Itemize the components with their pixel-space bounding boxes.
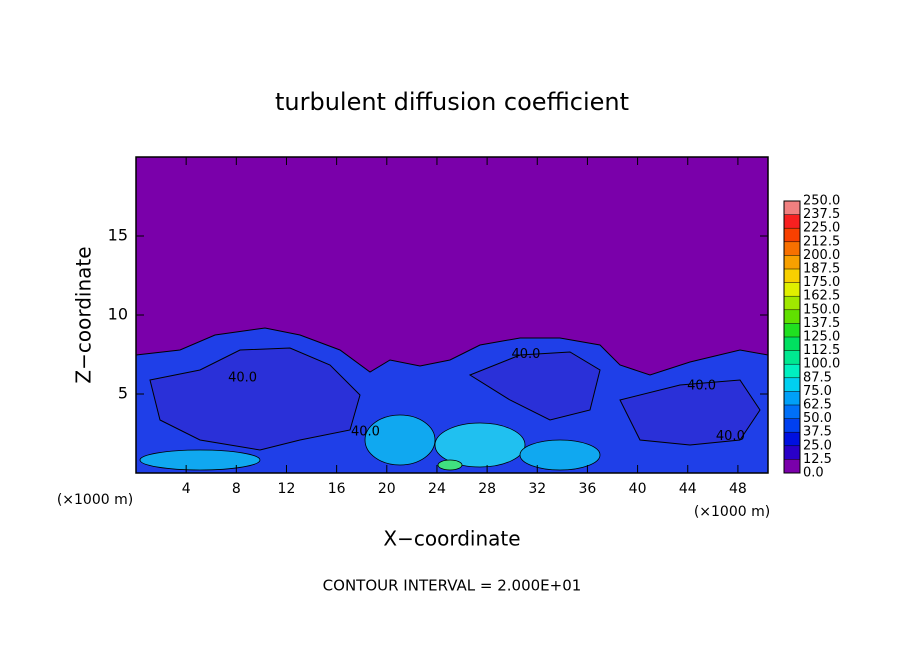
- x-tick-label: 4: [182, 481, 191, 497]
- colorbar-band: [784, 364, 800, 378]
- y-tick-label: 10: [108, 305, 128, 324]
- colorbar-label: 87.5: [803, 370, 832, 385]
- x-tick-label: 28: [478, 481, 496, 497]
- colorbar-label: 175.0: [803, 275, 840, 290]
- x-tick-label: 8: [232, 481, 241, 497]
- colorbar-label: 187.5: [803, 262, 840, 277]
- colorbar-label: 200.0: [803, 248, 840, 263]
- colorbar-label: 150.0: [803, 302, 840, 317]
- y-unit-label: (×1000 m): [57, 492, 133, 508]
- axes: 4 8 12 16 20 24 28 32 36 40 44 485101540.040.040.04…: [108, 156, 840, 497]
- colorbar-label: 12.5: [803, 452, 832, 467]
- colorbar-label: 100.0: [803, 357, 840, 372]
- x-tick-label: 48: [729, 481, 747, 497]
- colorbar-band: [784, 391, 800, 405]
- colorbar-label: 212.5: [803, 234, 840, 249]
- colorbar-label: 237.5: [803, 207, 840, 222]
- colorbar-band: [784, 459, 800, 473]
- colorbar-band: [784, 309, 800, 324]
- x-tick-label: 20: [378, 481, 396, 497]
- colorbar-band: [784, 337, 800, 351]
- colorbar-label: 250.0: [803, 194, 840, 209]
- x-tick-label: 40: [629, 481, 647, 497]
- y-tick-label: 15: [108, 226, 128, 245]
- x-axis-label: X−coordinate: [383, 527, 520, 551]
- chart-title: turbulent diffusion coefficient: [275, 88, 629, 116]
- colorbar-label: 125.0: [803, 330, 840, 345]
- x-tick-label: 24: [428, 481, 446, 497]
- colorbar-label: 50.0: [803, 411, 832, 426]
- colorbar-band: [784, 405, 800, 419]
- colorbar-label: 25.0: [803, 438, 832, 453]
- colorbar-band: [784, 269, 800, 283]
- contour-label: 40.0: [716, 429, 745, 444]
- x-tick-label: 44: [679, 481, 697, 497]
- contour-label: 40.0: [351, 424, 380, 439]
- colorbar-label: 162.5: [803, 289, 840, 304]
- footer: CONTOUR INTERVAL = 2.000E+01: [323, 577, 582, 595]
- colorbar-band: [784, 432, 800, 446]
- colorbar-label: 112.5: [803, 343, 840, 358]
- colorbar-band: [784, 445, 800, 460]
- x-unit-label: (×1000 m): [694, 504, 770, 520]
- x-tick-label: 36: [579, 481, 597, 497]
- colorbar-band: [784, 201, 800, 215]
- colorbar-band: [784, 296, 800, 310]
- colorbar-band: [784, 214, 800, 229]
- colorbar-band: [784, 418, 800, 433]
- colorbar-label: 225.0: [803, 221, 840, 236]
- colorbar-band: [784, 282, 800, 297]
- x-tick-label: 32: [528, 481, 546, 497]
- colorbar-label: 75.0: [803, 384, 832, 399]
- contour-label: 40.0: [512, 347, 541, 362]
- contour-label: 40.0: [687, 379, 716, 394]
- contour-label: 40.0: [228, 371, 257, 386]
- colorbar-label: 62.5: [803, 398, 832, 413]
- colorbar-label: 37.5: [803, 425, 832, 440]
- y-axis-label: Z−coordinate: [72, 246, 96, 383]
- colorbar-band: [784, 255, 800, 269]
- colorbar-band: [784, 377, 800, 392]
- colorbar-label: 137.5: [803, 316, 840, 331]
- colorbar-band: [784, 228, 800, 242]
- colorbar-band: [784, 323, 800, 337]
- flow-region: [135, 327, 769, 474]
- colorbar-band: [784, 241, 800, 256]
- x-tick-label: 12: [278, 481, 296, 497]
- y-tick-label: 5: [118, 384, 128, 403]
- colorbar-label: 0.0: [803, 466, 824, 481]
- colorbar-band: [784, 350, 800, 365]
- x-tick-label: 16: [328, 481, 346, 497]
